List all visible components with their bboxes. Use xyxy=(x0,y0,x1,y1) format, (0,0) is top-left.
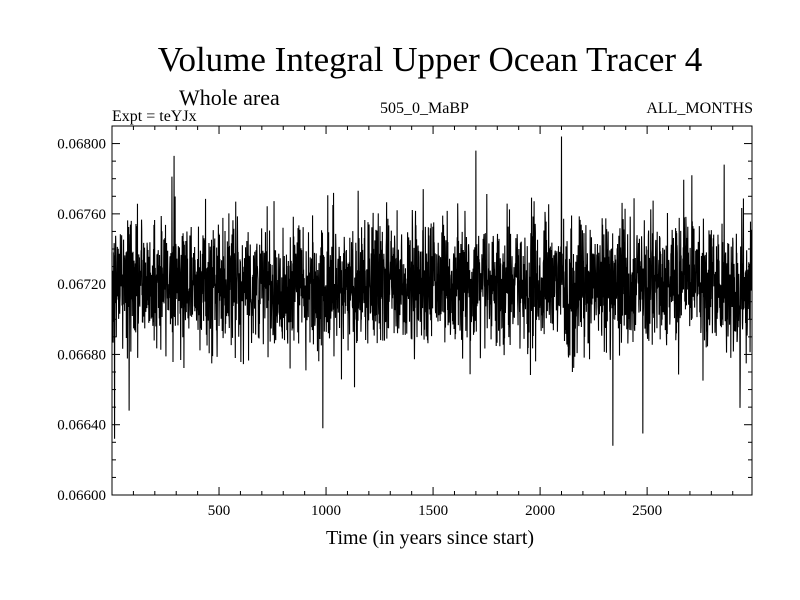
experiment-label: Expt = teYJx xyxy=(112,108,197,125)
y-tick-label: 0.06680 xyxy=(57,347,106,363)
y-tick-label: 0.06760 xyxy=(57,207,106,223)
y-tick-label: 0.06800 xyxy=(57,137,106,153)
series-line xyxy=(111,136,753,446)
x-tick-label: 500 xyxy=(208,503,231,519)
x-axis-label: Time (in years since start) xyxy=(325,527,535,549)
months-label: ALL_MONTHS xyxy=(646,100,753,117)
plot-frame xyxy=(111,125,753,496)
y-tick-label: 0.06640 xyxy=(57,418,106,434)
y-tick-label: 0.06720 xyxy=(57,277,106,293)
chart-title: Volume Integral Upper Ocean Tracer 4 xyxy=(157,40,703,79)
x-tick-label: 2000 xyxy=(525,503,555,519)
x-tick-label: 1500 xyxy=(418,503,448,519)
x-tick-label: 1000 xyxy=(311,503,341,519)
run-label: 505_0_MaBP xyxy=(380,100,469,117)
chart-subtitle: Whole area xyxy=(179,85,280,110)
y-tick-label: 0.06600 xyxy=(57,488,106,504)
x-tick-label: 2500 xyxy=(632,503,662,519)
